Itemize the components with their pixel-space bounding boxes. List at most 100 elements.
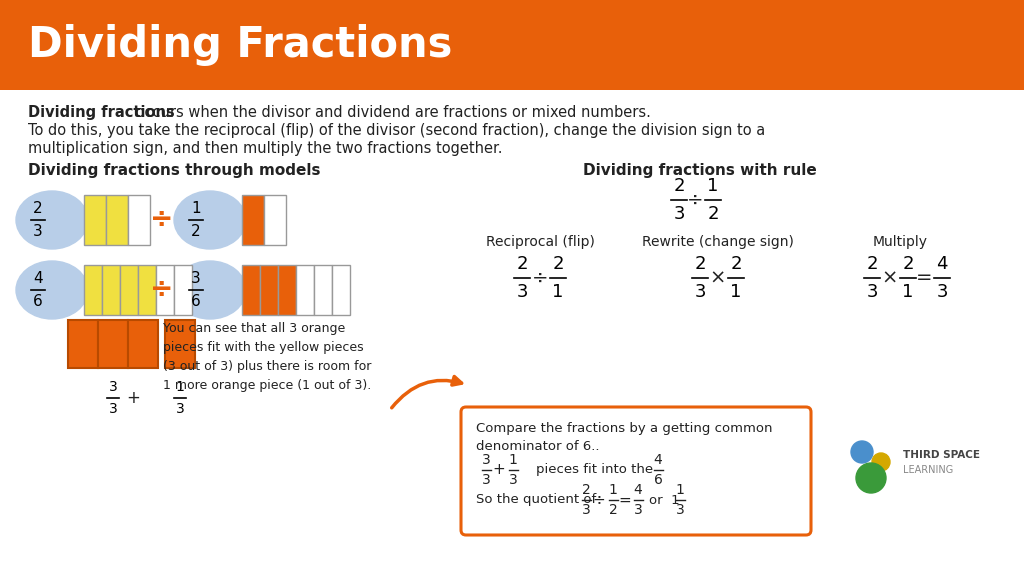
Text: ÷: ÷ [531, 268, 548, 288]
Bar [278, 265, 296, 315]
Text: 1: 1 [552, 283, 563, 301]
Text: 3: 3 [582, 503, 591, 517]
Bar [68, 320, 98, 368]
Text: 1: 1 [902, 283, 913, 301]
Bar [264, 195, 286, 245]
Text: 3: 3 [673, 205, 685, 223]
Text: denominator of 6..: denominator of 6.. [476, 440, 599, 453]
Text: 1: 1 [175, 380, 184, 394]
Bar [106, 195, 128, 245]
Text: 3: 3 [509, 473, 517, 487]
Text: 3: 3 [109, 380, 118, 394]
Ellipse shape [174, 261, 246, 319]
Text: 2: 2 [694, 255, 706, 273]
Text: multiplication sign, and then multiply the two fractions together.: multiplication sign, and then multiply t… [28, 141, 503, 156]
Text: 3: 3 [866, 283, 878, 301]
Bar [296, 265, 314, 315]
Text: 2: 2 [866, 255, 878, 273]
FancyBboxPatch shape [461, 407, 811, 535]
Text: LEARNING: LEARNING [903, 465, 953, 475]
Text: Reciprocal (flip): Reciprocal (flip) [485, 235, 595, 249]
Bar [156, 265, 174, 315]
Bar [314, 265, 332, 315]
Text: Compare the fractions by a getting common: Compare the fractions by a getting commo… [476, 422, 772, 435]
Text: ÷: ÷ [593, 492, 605, 508]
Text: 1: 1 [708, 177, 719, 195]
Text: 3: 3 [694, 283, 706, 301]
Text: 4: 4 [33, 271, 43, 286]
Bar [84, 265, 102, 315]
Text: 2: 2 [516, 255, 527, 273]
Text: 3: 3 [936, 283, 948, 301]
Text: Dividing fractions through models: Dividing fractions through models [28, 163, 321, 178]
Text: 4: 4 [653, 453, 663, 467]
Text: 1: 1 [509, 453, 517, 467]
Bar [165, 320, 195, 368]
Text: 3: 3 [191, 271, 201, 286]
Text: +: + [126, 389, 140, 407]
Text: 2: 2 [552, 255, 564, 273]
Bar [128, 320, 158, 368]
Bar [332, 265, 350, 315]
Text: Dividing fractions with rule: Dividing fractions with rule [583, 163, 817, 178]
Bar [174, 265, 193, 315]
Text: THIRD SPACE: THIRD SPACE [903, 450, 980, 460]
Text: 2: 2 [902, 255, 913, 273]
Text: or  1: or 1 [649, 494, 680, 506]
Ellipse shape [16, 261, 88, 319]
Bar [0, 0, 1024, 90]
Text: ×: × [882, 268, 898, 288]
Bar [84, 195, 106, 245]
Text: 3: 3 [516, 283, 527, 301]
Text: 3: 3 [634, 503, 642, 517]
Text: 2: 2 [673, 177, 685, 195]
Text: 1: 1 [191, 201, 201, 216]
Bar [242, 195, 264, 245]
Text: 3: 3 [109, 402, 118, 416]
Bar [102, 265, 120, 315]
Text: =: = [915, 268, 932, 288]
Text: =: = [618, 492, 632, 508]
Ellipse shape [174, 191, 246, 249]
Bar [242, 265, 260, 315]
Text: 3: 3 [481, 473, 490, 487]
Bar [260, 265, 278, 315]
Text: 3: 3 [33, 224, 43, 239]
Text: 2: 2 [191, 224, 201, 239]
Circle shape [851, 441, 873, 463]
Bar [120, 265, 138, 315]
Text: ÷: ÷ [151, 205, 174, 233]
FancyArrowPatch shape [392, 377, 462, 408]
Bar [128, 195, 150, 245]
Text: ×: × [710, 268, 726, 288]
Text: 3: 3 [481, 453, 490, 467]
Circle shape [856, 463, 886, 493]
Text: 1: 1 [608, 483, 617, 497]
Text: 2: 2 [33, 201, 43, 216]
Text: 2: 2 [730, 255, 741, 273]
Text: +: + [493, 463, 506, 477]
Text: So the quotient of: So the quotient of [476, 494, 596, 506]
Bar [98, 320, 128, 368]
Text: 1: 1 [730, 283, 741, 301]
Text: 2: 2 [708, 205, 719, 223]
Text: 6: 6 [653, 473, 663, 487]
Text: 6: 6 [33, 294, 43, 309]
Bar [138, 265, 156, 315]
Text: 2: 2 [582, 483, 591, 497]
Text: ÷: ÷ [151, 275, 174, 303]
Text: 2: 2 [608, 503, 617, 517]
Text: 4: 4 [634, 483, 642, 497]
Circle shape [872, 453, 890, 471]
Text: To do this, you take the reciprocal (flip) of the divisor (second fraction), cha: To do this, you take the reciprocal (fli… [28, 123, 765, 138]
Text: 3: 3 [676, 503, 684, 517]
Text: You can see that all 3 orange
pieces fit with the yellow pieces
(3 out of 3) plu: You can see that all 3 orange pieces fit… [163, 322, 372, 392]
Text: pieces fit into the: pieces fit into the [536, 463, 653, 477]
Text: Multiply: Multiply [872, 235, 928, 249]
Text: 6: 6 [191, 294, 201, 309]
Text: Dividing fractions: Dividing fractions [28, 105, 175, 120]
Ellipse shape [16, 191, 88, 249]
Text: occurs when the divisor and dividend are fractions or mixed numbers.: occurs when the divisor and dividend are… [131, 105, 651, 120]
Text: 3: 3 [176, 402, 184, 416]
Text: Dividing Fractions: Dividing Fractions [28, 24, 453, 66]
